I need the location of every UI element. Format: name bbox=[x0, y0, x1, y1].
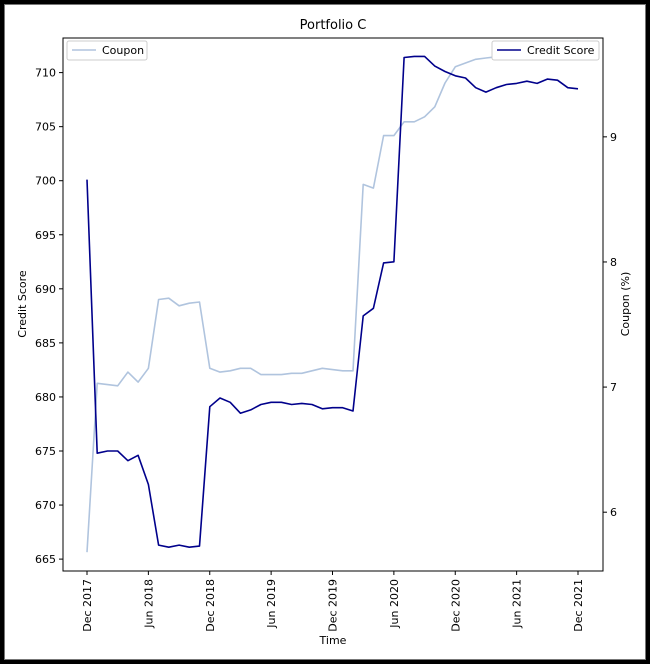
coupon-series-line bbox=[86, 39, 579, 553]
legend-credit-score-label: Credit Score bbox=[527, 44, 595, 57]
x-tick-label: Dec 2018 bbox=[204, 579, 217, 632]
x-tick-label: Jun 2020 bbox=[388, 579, 401, 629]
legend-coupon-label: Coupon bbox=[102, 44, 144, 57]
x-tick-label: Jun 2021 bbox=[511, 579, 524, 629]
y-axis-right-label: Coupon (%) bbox=[619, 272, 632, 337]
y-right-tick-label: 9 bbox=[610, 131, 617, 144]
left-axis: 665 670 675 680 685 690 695 700 705 710 bbox=[35, 67, 63, 566]
y-left-tick-label: 670 bbox=[35, 499, 56, 512]
legend-credit-score: Credit Score bbox=[491, 40, 600, 61]
y-left-tick-label: 700 bbox=[35, 175, 56, 188]
y-left-tick-label: 675 bbox=[35, 445, 56, 458]
right-axis: 6 7 8 9 bbox=[603, 131, 617, 519]
y-left-tick-label: 680 bbox=[35, 391, 56, 404]
x-tick-label: Dec 2021 bbox=[572, 579, 585, 632]
legend-coupon-box bbox=[66, 40, 148, 61]
x-axis: Dec 2017 Jun 2018 Dec 2018 Jun 2019 Dec 2019… bbox=[81, 571, 585, 632]
y-right-tick-label: 6 bbox=[610, 506, 617, 519]
y-left-tick-label: 705 bbox=[35, 121, 56, 134]
y-left-tick-label: 690 bbox=[35, 283, 56, 296]
y-left-tick-label: 695 bbox=[35, 229, 56, 242]
series-lines bbox=[86, 39, 579, 553]
chart-title: Portfolio C bbox=[300, 18, 367, 33]
x-axis-label: Time bbox=[319, 634, 347, 647]
y-right-tick-label: 7 bbox=[610, 381, 617, 394]
x-tick-label: Jun 2018 bbox=[142, 579, 155, 629]
y-left-tick-label: 685 bbox=[35, 337, 56, 350]
y-left-tick-label: 665 bbox=[35, 553, 56, 566]
x-tick-label: Dec 2017 bbox=[81, 579, 94, 632]
plot-area bbox=[62, 37, 604, 572]
legend-coupon: Coupon bbox=[66, 40, 148, 61]
credit-score-series-line bbox=[86, 55, 579, 549]
y-left-tick-label: 710 bbox=[35, 67, 56, 80]
x-tick-label: Dec 2019 bbox=[327, 579, 340, 632]
x-tick-label: Jun 2019 bbox=[265, 579, 278, 629]
y-right-tick-label: 8 bbox=[610, 256, 617, 269]
y-axis-left-label: Credit Score bbox=[16, 270, 29, 338]
line-chart: Portfolio C 665 670 675 680 685 690 695 700 705 7… bbox=[16, 18, 632, 647]
x-tick-label: Dec 2020 bbox=[449, 579, 462, 632]
legend-credit-score-box bbox=[491, 40, 600, 61]
